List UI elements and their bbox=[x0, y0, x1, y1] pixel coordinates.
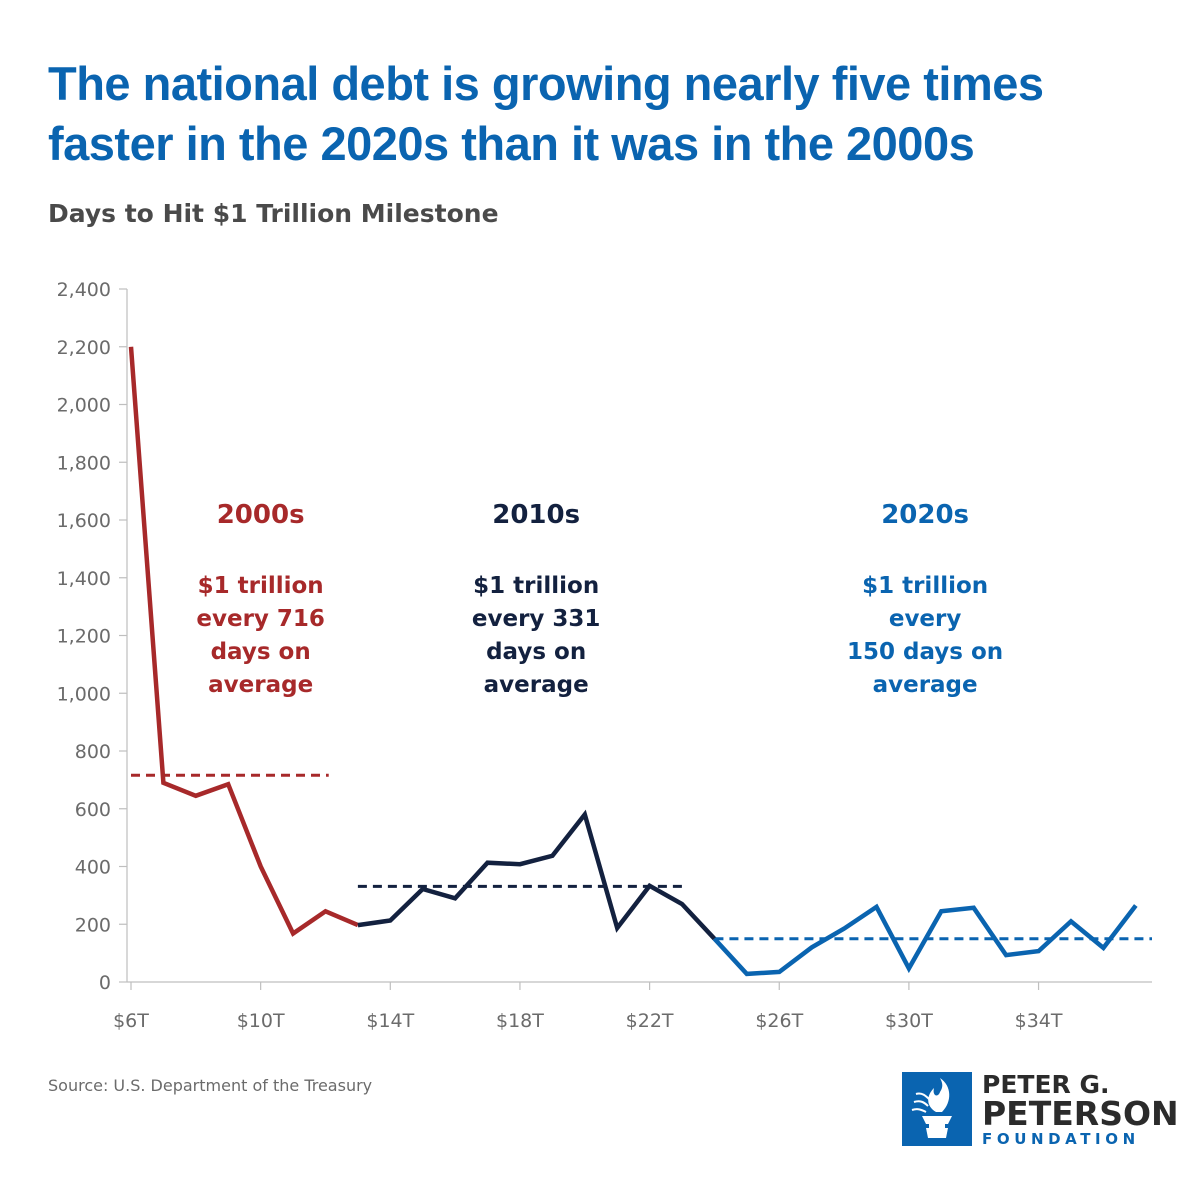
line-chart: 0 200 400 600 800 1,000 1,200 1,400 1,600 1,800 2,… bbox=[57, 279, 1152, 1032]
x-tick-label: $22T bbox=[626, 1010, 674, 1032]
annotation-line: average bbox=[484, 672, 589, 698]
logo-line-1: PETER G. bbox=[982, 1070, 1110, 1099]
x-tick-label: $26T bbox=[755, 1010, 803, 1032]
chart-title: The national debt is growing nearly five… bbox=[48, 57, 1044, 170]
annotation-line: days on bbox=[486, 639, 586, 665]
y-tick-label: 1,800 bbox=[57, 452, 111, 474]
y-tick-label: 400 bbox=[75, 857, 111, 879]
y-tick-label: 2,400 bbox=[57, 279, 111, 301]
annotation-line: $1 trillion bbox=[198, 573, 324, 599]
y-tick-label: 1,200 bbox=[57, 626, 111, 648]
annotation-line: average bbox=[873, 672, 978, 698]
logo-wordmark: PETER G. PETERSON FOUNDATION bbox=[982, 1070, 1179, 1149]
logo-line-2: PETERSON bbox=[982, 1094, 1179, 1133]
y-tick-label: 0 bbox=[99, 972, 111, 994]
x-tick-label: $34T bbox=[1015, 1010, 1063, 1032]
series-line bbox=[712, 903, 1138, 977]
chart-annotations: 2000s $1 trillion every 716 days on average 2… bbox=[196, 500, 1003, 698]
logo-line-3: FOUNDATION bbox=[982, 1130, 1140, 1148]
x-tick-label: $14T bbox=[366, 1010, 414, 1032]
x-tick-label: $10T bbox=[237, 1010, 285, 1032]
y-tick-label: 200 bbox=[75, 914, 111, 936]
chart-axes: 0 200 400 600 800 1,000 1,200 1,400 1,600 1,800 2,… bbox=[57, 279, 1152, 1032]
annotation-line: every 716 bbox=[196, 606, 325, 632]
x-tick-label: $6T bbox=[113, 1010, 149, 1032]
y-tick-label: 600 bbox=[75, 799, 111, 821]
y-tick-label: 1,400 bbox=[57, 568, 111, 590]
annotation-line: $1 trillion bbox=[473, 573, 599, 599]
series-line bbox=[128, 346, 359, 937]
torch-icon bbox=[902, 1072, 972, 1146]
y-tick-label: 800 bbox=[75, 741, 111, 763]
x-tick-label: $18T bbox=[496, 1010, 544, 1032]
y-tick-label: 1,000 bbox=[57, 683, 111, 705]
annotation-line: 150 days on bbox=[847, 639, 1003, 665]
source-note: Source: U.S. Department of the Treasury bbox=[48, 1076, 373, 1095]
annotation-heading: 2000s bbox=[217, 500, 305, 530]
chart-series bbox=[128, 346, 1138, 977]
chart-subtitle: Days to Hit $1 Trillion Milestone bbox=[48, 199, 499, 228]
x-tick-label: $30T bbox=[885, 1010, 933, 1032]
y-tick-label: 2,000 bbox=[57, 395, 111, 417]
annotation-line: average bbox=[208, 672, 313, 698]
annotation-heading: 2010s bbox=[492, 500, 580, 530]
annotation-line: $1 trillion bbox=[862, 573, 988, 599]
y-tick-label: 2,200 bbox=[57, 337, 111, 359]
series-line bbox=[357, 809, 717, 941]
y-tick-label: 1,600 bbox=[57, 510, 111, 532]
annotation-line: every 331 bbox=[472, 606, 601, 632]
annotation-line: every bbox=[889, 606, 962, 632]
annotation-heading: 2020s bbox=[881, 500, 969, 530]
annotation-line: days on bbox=[211, 639, 311, 665]
